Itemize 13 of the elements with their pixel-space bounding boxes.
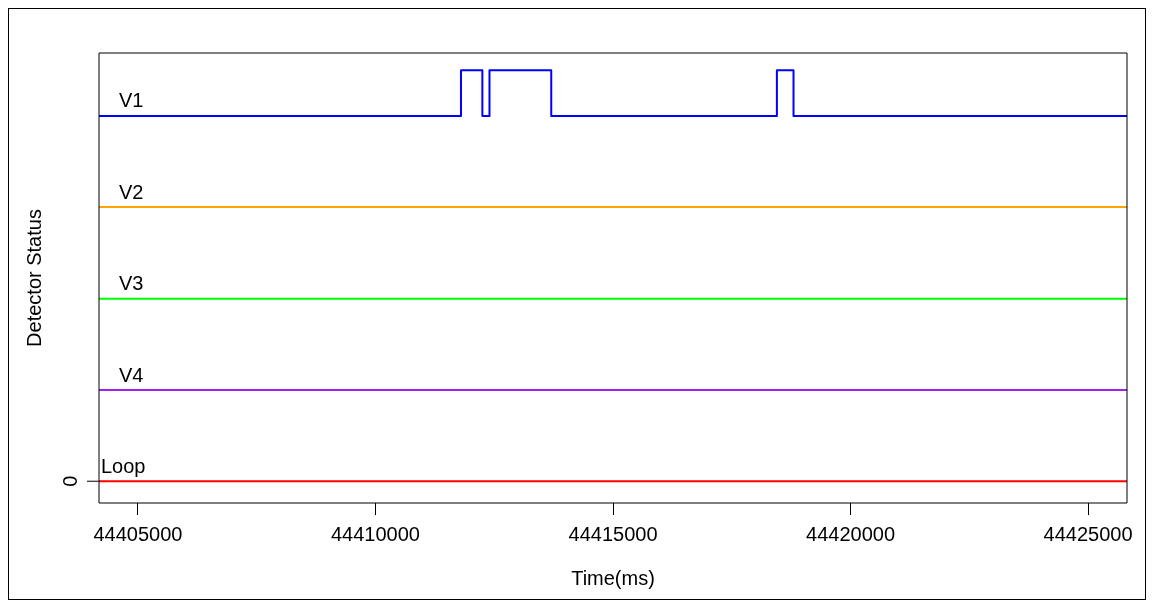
x-tick-label: 44405000 [93,522,183,545]
x-tick-label: 44420000 [806,522,896,545]
series-label: V3 [119,272,144,295]
x-axis-title: Time(ms) [571,566,655,589]
text: 0 [58,475,81,487]
y-axis-title: Detector Status [22,209,45,347]
series-label: V1 [119,89,144,112]
series-label: V4 [119,363,144,386]
x-tick-label: 44410000 [330,522,420,545]
x-tick-label: 44425000 [1043,522,1133,545]
series-label: V2 [119,180,144,203]
series-label: Loop [101,454,146,477]
x-tick-label: 44415000 [568,522,658,545]
